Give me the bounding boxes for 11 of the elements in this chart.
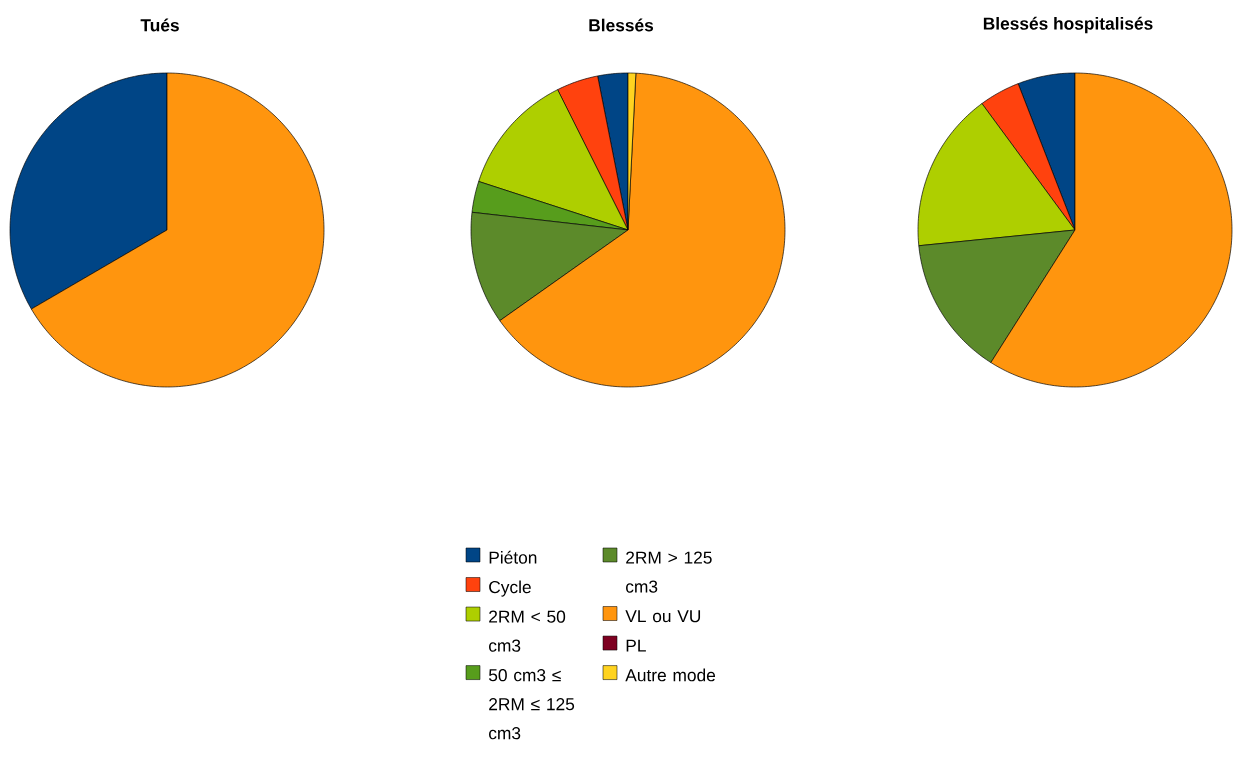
chart-title: Blessés bbox=[589, 18, 654, 32]
legend-label: Piéton bbox=[489, 550, 537, 564]
legend-label: 50 cm3 ≤ 2RM ≤ 125 cm3 bbox=[488, 669, 575, 740]
legend-label: 2RM > 125 cm3 bbox=[626, 551, 712, 593]
chart-title: Tués bbox=[140, 18, 179, 32]
legend-label: Autre mode bbox=[625, 668, 716, 682]
legend-label: 2RM < 50 cm3 bbox=[489, 610, 566, 652]
legend-label: VL ou VU bbox=[625, 610, 701, 623]
legend-label: PL bbox=[626, 639, 646, 652]
chart-title: Blessés hospitalisés bbox=[983, 16, 1153, 34]
legend-label: Cycle bbox=[489, 580, 531, 597]
